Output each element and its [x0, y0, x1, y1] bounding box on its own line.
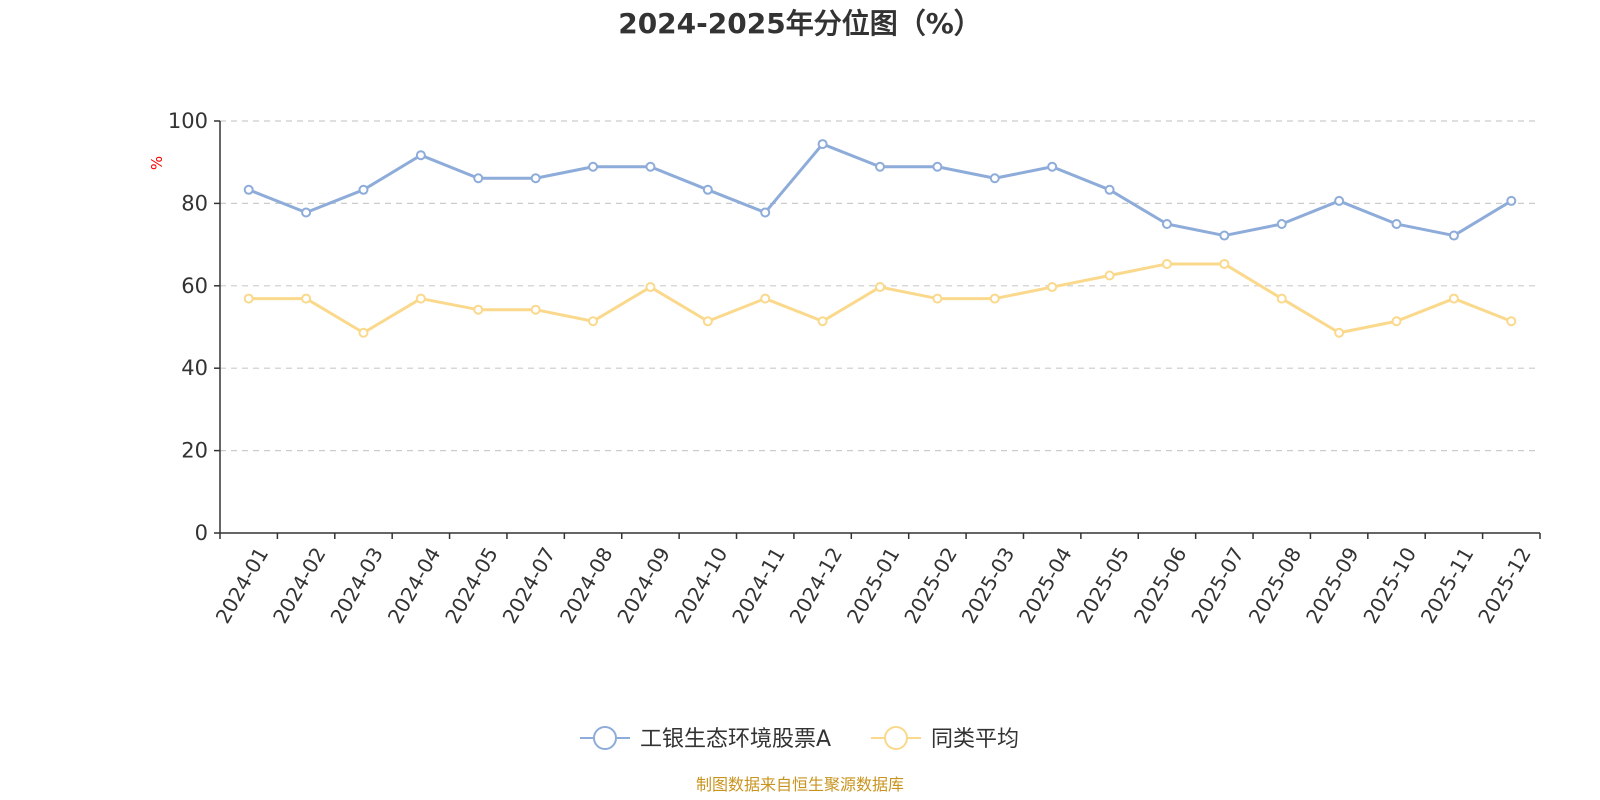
x-tick-label: 2024-07: [498, 543, 561, 627]
y-axis-unit-label: %: [148, 156, 166, 170]
legend-marker: [593, 726, 617, 750]
data-point[interactable]: [817, 316, 828, 327]
legend[interactable]: 工银生态环境股票A 同类平均: [580, 726, 1019, 752]
data-point[interactable]: [243, 184, 254, 195]
x-tick-label: 2025-08: [1244, 543, 1307, 627]
series-line: [248, 142, 1513, 238]
data-point[interactable]: [530, 173, 541, 184]
chart-title: 2024-2025年分位图（%）: [618, 7, 982, 40]
data-point[interactable]: [702, 316, 713, 327]
x-tick-label: 2025-01: [842, 543, 905, 627]
legend-label: 工银生态环境股票A: [640, 727, 831, 752]
data-point[interactable]: [1276, 293, 1287, 304]
x-tick-label: 2024-02: [268, 543, 331, 627]
data-point[interactable]: [932, 161, 943, 172]
data-point[interactable]: [301, 207, 312, 218]
data-point[interactable]: [989, 293, 1000, 304]
data-point[interactable]: [875, 282, 885, 293]
data-point[interactable]: [1391, 316, 1402, 327]
series-lines: [243, 139, 1517, 338]
data-point[interactable]: [1219, 230, 1230, 241]
series-0: [243, 139, 1517, 241]
data-point[interactable]: [1104, 184, 1115, 195]
x-tick-label: 2025-03: [957, 543, 1020, 627]
data-point[interactable]: [530, 304, 541, 315]
data-point[interactable]: [645, 161, 656, 172]
data-point[interactable]: [358, 184, 369, 195]
data-point[interactable]: [243, 293, 254, 304]
data-point[interactable]: [358, 327, 369, 338]
x-tick-label: 2025-09: [1301, 543, 1364, 627]
data-point[interactable]: [1506, 316, 1517, 327]
data-point[interactable]: [1334, 195, 1345, 206]
legend-item-0[interactable]: 工银生态环境股票A: [580, 726, 831, 752]
data-point[interactable]: [473, 173, 484, 184]
data-point[interactable]: [875, 161, 885, 172]
data-point[interactable]: [415, 293, 426, 304]
x-tick-label: 2024-11: [727, 543, 790, 627]
y-tick-label: 20: [181, 439, 208, 463]
x-tick-label: 2024-05: [440, 543, 503, 627]
data-point[interactable]: [1219, 258, 1230, 269]
legend-marker: [884, 726, 908, 750]
x-tick-label: 2025-12: [1473, 543, 1536, 627]
legend-label: 同类平均: [931, 727, 1019, 752]
y-tick-label: 40: [181, 356, 208, 380]
series-line: [248, 262, 1512, 335]
data-point[interactable]: [301, 293, 312, 304]
data-point[interactable]: [1391, 219, 1402, 229]
x-tick-label: 2025-11: [1416, 543, 1479, 627]
x-tick-label: 2024-01: [211, 543, 274, 627]
data-point[interactable]: [1161, 258, 1172, 269]
data-point[interactable]: [588, 161, 599, 172]
x-tick-label: 2024-03: [325, 543, 388, 627]
data-point[interactable]: [1047, 161, 1058, 172]
data-point[interactable]: [1448, 230, 1459, 241]
x-tick-label: 2024-12: [785, 543, 848, 627]
legend-item-1[interactable]: 同类平均: [871, 726, 1019, 752]
data-point[interactable]: [760, 293, 771, 304]
series-1: [243, 258, 1517, 338]
x-tick-label: 2024-10: [670, 543, 733, 627]
x-tick-label: 2025-05: [1071, 543, 1134, 627]
x-tick-label: 2024-09: [612, 543, 675, 627]
x-tick-label: 2025-06: [1129, 543, 1192, 627]
data-point[interactable]: [989, 173, 1000, 184]
x-tick-label: 2024-08: [555, 543, 618, 627]
y-tick-label: 100: [168, 109, 208, 133]
data-point[interactable]: [473, 304, 484, 315]
x-tick-label: 2025-02: [899, 543, 962, 627]
data-point[interactable]: [1161, 219, 1172, 229]
x-tick-label: 2024-04: [383, 543, 446, 627]
data-point[interactable]: [645, 282, 656, 293]
data-point[interactable]: [588, 316, 599, 327]
data-point[interactable]: [1506, 195, 1517, 206]
data-source-note: 制图数据来自恒生聚源数据库: [696, 775, 904, 794]
data-point[interactable]: [1448, 293, 1459, 304]
data-point[interactable]: [415, 150, 426, 161]
data-point[interactable]: [1276, 219, 1287, 229]
y-tick-label: 80: [181, 191, 208, 215]
x-tick-label: 2025-07: [1186, 543, 1249, 627]
y-tick-label: 0: [195, 521, 208, 545]
x-tick-label: 2025-04: [1014, 543, 1077, 627]
data-point[interactable]: [817, 139, 828, 150]
data-point[interactable]: [760, 207, 771, 218]
x-tick-label: 2025-10: [1358, 543, 1421, 627]
y-tick-label: 60: [181, 274, 208, 298]
data-point[interactable]: [1334, 327, 1345, 338]
data-point[interactable]: [702, 184, 713, 195]
data-point[interactable]: [1047, 282, 1058, 293]
data-point[interactable]: [1104, 270, 1115, 281]
data-point[interactable]: [932, 293, 943, 304]
